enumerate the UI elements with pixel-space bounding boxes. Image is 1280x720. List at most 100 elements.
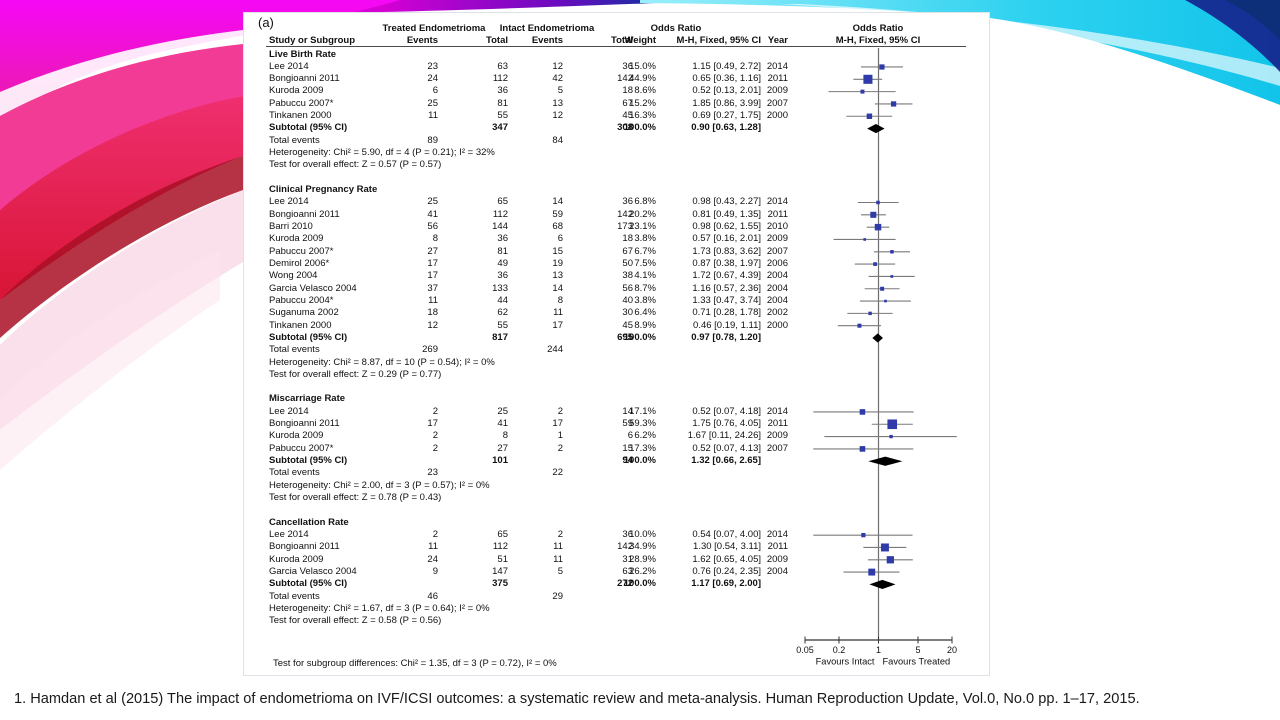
cell: 101 [492,455,508,467]
cell: 59 [622,418,633,430]
study-row: Demirol 2006* 17 49 19 50 7.5% 0.87 [0.38, 1.9… [244,258,991,270]
cell: Bongioanni 2011 [269,73,340,85]
cell: 0.46 [0.19, 1.11] [693,319,761,331]
cell: 100.0% [623,122,656,134]
cell: 23 [427,60,438,72]
magenta-swirl [0,0,400,128]
cell: 11 [553,541,563,553]
cell: 2009 [766,233,788,245]
cell: 36 [622,60,633,72]
total-events-row: Total events 89 84 [244,135,991,147]
cell: Heterogeneity: Chi² = 1.67, df = 3 (P = … [269,602,490,614]
cell: 65 [497,528,508,540]
header-rule [266,46,966,47]
study-row: Suganuma 2002 18 62 11 30 6.4% 0.71 [0.28, 1.7… [244,307,991,319]
cell: 1.33 [0.47, 3.74] [692,294,761,306]
cell: 144 [492,220,508,232]
cell: 0.52 [0.07, 4.13] [692,442,761,454]
cell: 112 [492,208,508,220]
cell: 17 [552,418,563,430]
study-row: Kuroda 2009 2 8 1 6 6.2% 1.67 [0.11, 24.26] 200… [244,430,991,442]
study-row: Pabuccu 2007* 2 27 2 15 17.3% 0.52 [0.07, 4.13… [244,443,991,455]
col-header-total-treated: Total [486,35,508,46]
cell: 6.8% [634,196,656,208]
cell: 3.8% [634,233,656,245]
cell: 2004 [766,282,788,294]
navy-streak-edge [1225,0,1280,40]
cell: 2009 [766,430,788,442]
cell: 18 [427,307,438,319]
cell: 41 [427,208,438,220]
stats-note-row: Heterogeneity: Chi² = 8.87, df = 10 (P =… [244,357,991,369]
forest-table: Live Birth Rate Lee 2014 23 63 12 36 15.0% 1.15… [244,13,989,675]
study-row: Pabuccu 2007* 25 81 13 67 15.2% 1.85 [0.86, 3.… [244,98,991,110]
cell: 1 [557,430,563,442]
study-row: Lee 2014 25 65 14 36 6.8% 0.98 [0.43, 2.27] 201… [244,196,991,208]
cell: 62 [497,307,508,319]
dark-red-arc [0,156,243,338]
group-header-treated: Treated Endometrioma [382,23,486,34]
cell: 25 [497,405,508,417]
study-row: Pabuccu 2007* 27 81 15 67 6.7% 1.73 [0.83, 3.6… [244,246,991,258]
cell: 2007 [766,442,788,454]
stats-note-row: Test for overall effect: Z = 0.29 (P = 0… [244,369,991,381]
col-header-events-treated: Events [406,35,438,46]
cell: 89 [427,134,438,146]
cyan-swoosh [640,0,1280,105]
cell: Demirol 2006* [269,257,330,269]
cell: 2004 [766,565,788,577]
cell: 31 [622,553,633,565]
cell: 100.0% [623,331,656,343]
cell: 2 [557,528,563,540]
cell: 37 [427,282,438,294]
cell: 16.3% [629,110,656,122]
plot-header-odds-ratio: Odds Ratio [852,23,904,34]
cell: 42 [552,73,563,85]
stats-note-row: Test for overall effect: Z = 0.58 (P = 0… [244,615,991,627]
cell: Heterogeneity: Chi² = 8.87, df = 10 (P =… [269,356,495,368]
cell: 50 [622,257,633,269]
cell: 2000 [766,319,788,331]
cell: 0.54 [0.07, 4.00] [692,528,761,540]
study-row: Tinkanen 2000 11 55 12 45 16.3% 0.69 [0.27, 1.… [244,110,991,122]
cell: 45 [622,319,633,331]
cell: 11 [428,110,438,122]
col-header-total-intact: Total [611,35,633,46]
citation: 1. Hamdan et al (2015) The impact of end… [14,691,1140,707]
cell: 0.98 [0.62, 1.55] [692,220,761,232]
cell: 41 [497,418,508,430]
cell: 2 [557,405,563,417]
cell: 45 [622,110,633,122]
cell: 2 [432,430,438,442]
cell: 18 [622,85,633,97]
cell: 44.9% [629,73,656,85]
cell: 11 [428,294,438,306]
cell: 36 [497,233,508,245]
cell: 0.97 [0.78, 1.20] [691,331,761,343]
white-streak [0,30,243,116]
cell: Garcia Velasco 2004 [269,282,357,294]
subtotal-row: Subtotal (95% CI) 347 308 100.0% 0.90 [0.63,… [244,122,991,134]
cell: 2014 [766,196,788,208]
cell: 100.0% [623,455,656,467]
stats-note-row: Test for overall effect: Z = 0.78 (P = 0… [244,492,991,504]
cell: Lee 2014 [269,60,309,72]
cell: 17 [427,418,438,430]
col-header-ci: M-H, Fixed, 95% CI [676,35,761,46]
cell: 8 [502,430,508,442]
subtotal-row: Subtotal (95% CI) 375 272 100.0% 1.17 [0.69,… [244,578,991,590]
cell: 2011 [767,208,788,220]
stats-note-row: Heterogeneity: Chi² = 5.90, df = 4 (P = … [244,147,991,159]
cell: 14 [552,196,563,208]
cell: 142 [617,208,633,220]
cell: 6 [432,85,438,97]
section-header-row: Live Birth Rate [244,49,991,61]
cell: 15.0% [629,60,656,72]
cell: 81 [497,245,508,257]
cell: 2000 [766,110,788,122]
cell: 173 [617,220,633,232]
cell: 59.3% [629,418,656,430]
cell: 1.85 [0.86, 3.99] [692,97,761,109]
figure-label: (a) [258,15,274,30]
cell: Bongioanni 2011 [269,541,340,553]
